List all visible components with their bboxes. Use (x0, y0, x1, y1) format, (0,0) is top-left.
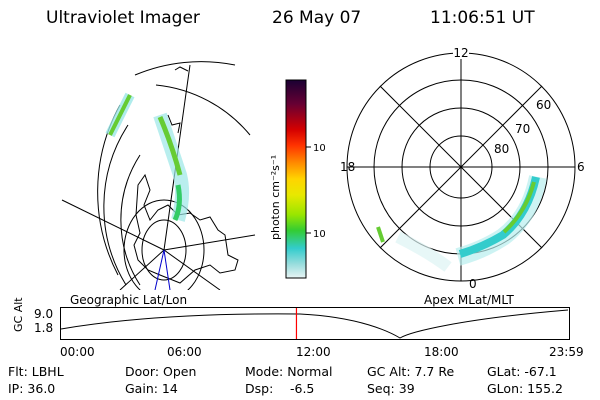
mode-status: Mode: Normal (245, 364, 333, 379)
color-bar: 100 10 photon cm⁻²s⁻¹ (269, 79, 325, 279)
lat-arc (120, 154, 141, 286)
lat-arc (103, 124, 129, 286)
time-tick: 06:00 (167, 345, 202, 359)
geo-panel-label: Geographic Lat/Lon (70, 293, 188, 307)
color-gradient (285, 79, 307, 279)
lat-arc (155, 84, 251, 136)
sun-direction-line (154, 249, 165, 290)
time-tick: 00:00 (60, 345, 95, 359)
dsp-label: Dsp: (245, 381, 274, 396)
polar-panel-label: Apex MLat/MLT (424, 293, 514, 307)
mlt-label-12: 12 (453, 46, 468, 60)
polar-mlt-panel: 12 18 6 0 60 70 80 (340, 45, 585, 291)
time-label: 11:06:51 UT (430, 8, 535, 28)
mlt-label-18: 18 (340, 160, 355, 174)
colorbar-unit: photon cm⁻²s⁻¹ (269, 155, 282, 240)
alt-tick-low: 1.8 (34, 321, 54, 335)
mlt-label-0: 0 (469, 277, 477, 291)
gc-alt-status: GC Alt: 7.7 Re (367, 364, 455, 379)
time-tick: 18:00 (424, 345, 459, 359)
meridian (163, 249, 221, 290)
gain-status: Gain: 14 (125, 381, 178, 396)
time-tick: 12:00 (296, 345, 331, 359)
glat-status: GLat: -67.1 (487, 364, 557, 379)
meridian (163, 234, 256, 251)
door-status: Door: Open (125, 364, 197, 379)
geographic-map-panel (61, 61, 256, 290)
colorbar-tick: 10 (313, 229, 325, 240)
colorbar-tick: 100 (313, 143, 325, 154)
mlat-label-80: 80 (494, 142, 509, 156)
altitude-plot (60, 307, 570, 340)
dsp-value: -6.5 (290, 381, 315, 396)
mlat-label-60: 60 (536, 98, 551, 112)
app-title: Ultraviolet Imager (46, 8, 200, 28)
time-tick: 23:59 (549, 345, 584, 359)
seq-status: Seq: 39 (367, 381, 415, 396)
aurora-emission (105, 92, 190, 222)
lat-circle (123, 199, 205, 290)
altitude-curve (60, 309, 569, 339)
filter-status: Flt: LBHL (8, 364, 64, 379)
meridian (61, 199, 165, 251)
mlat-label-70: 70 (515, 122, 530, 136)
header-bar: Ultraviolet Imager 26 May 07 11:06:51 UT (0, 0, 600, 30)
ip-status: IP: 36.0 (8, 381, 56, 396)
sun-direction-line (163, 249, 171, 290)
glon-status: GLon: 155.2 (487, 381, 563, 396)
altitude-ylabel: GC Alt (12, 297, 25, 332)
date-label: 26 May 07 (272, 8, 362, 28)
mlt-label-6: 6 (577, 160, 585, 174)
meridian (119, 249, 165, 290)
lat-circle (141, 219, 187, 281)
aurora-oval (376, 175, 547, 272)
lat-arc (134, 61, 236, 76)
alt-tick-high: 9.0 (34, 307, 54, 321)
